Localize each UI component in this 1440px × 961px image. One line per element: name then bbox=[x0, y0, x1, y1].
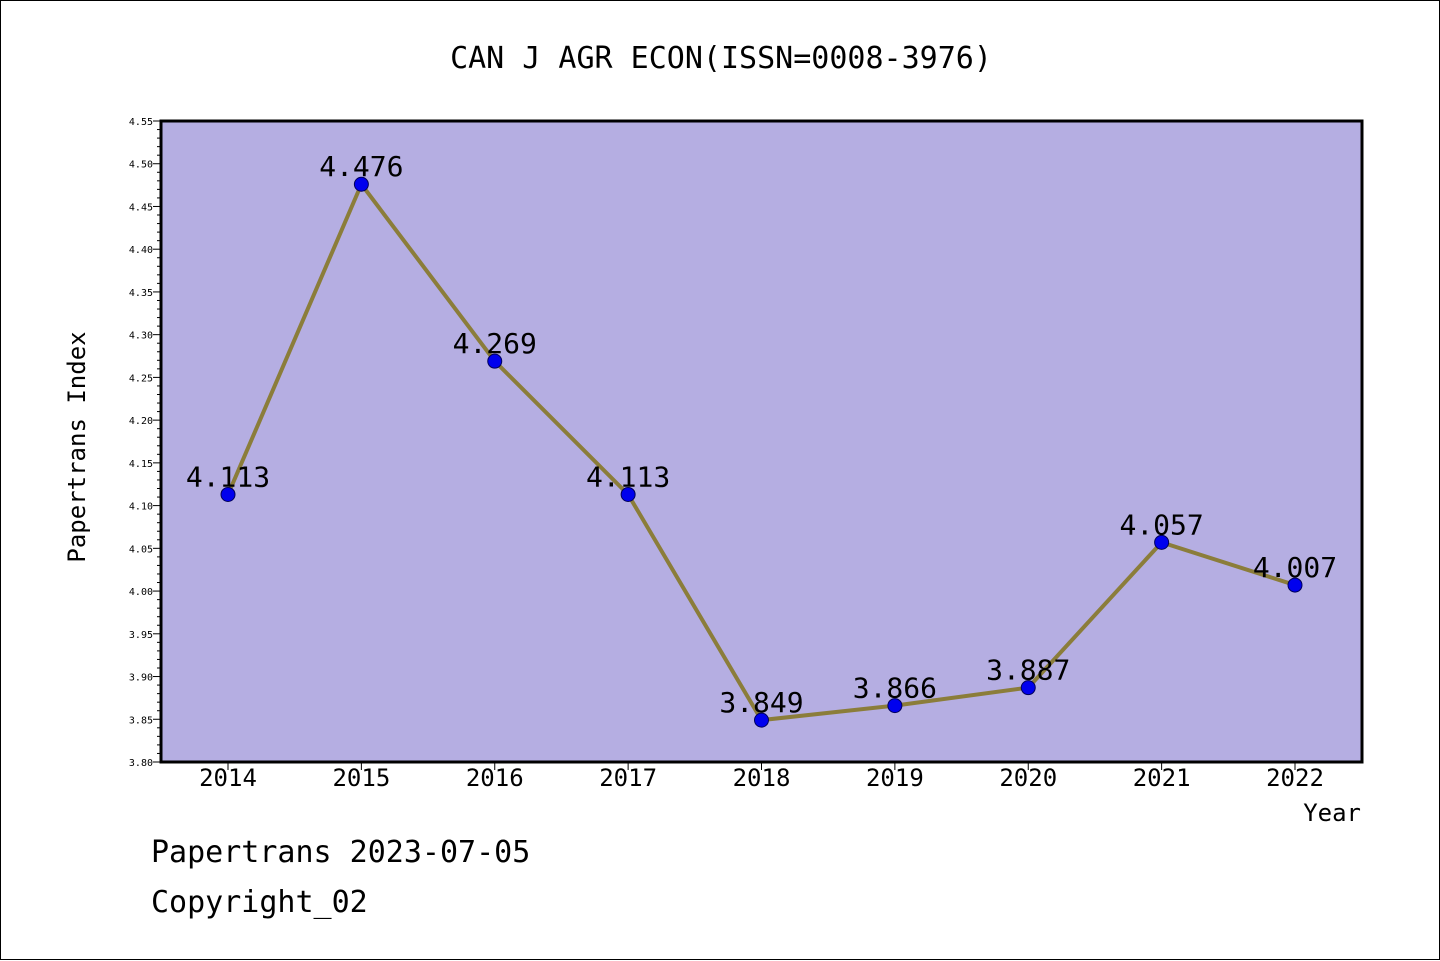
data-label: 4.007 bbox=[1253, 551, 1337, 584]
x-axis: 2014 2015 2016 2017 2018 2019 2020 2021 2022 bbox=[199, 762, 1324, 792]
data-points bbox=[220, 176, 1303, 728]
data-label: 4.476 bbox=[319, 150, 403, 183]
data-point bbox=[220, 486, 236, 502]
y-tick-label: 4.45 bbox=[129, 202, 153, 213]
footer-date: Papertrans 2023-07-05 bbox=[151, 835, 531, 870]
data-point bbox=[620, 486, 636, 502]
y-axis: 3.80 3.85 3.90 3.95 4.00 4.05 4.10 4.15 4.20 4.25… bbox=[129, 117, 161, 769]
y-tick-label: 4.05 bbox=[129, 544, 153, 555]
data-label: 4.113 bbox=[186, 460, 270, 493]
y-tick-label: 4.40 bbox=[129, 245, 153, 256]
plot-frame bbox=[159, 119, 1364, 764]
data-point bbox=[353, 176, 369, 192]
y-tick-label: 4.10 bbox=[129, 502, 153, 513]
data-point bbox=[487, 353, 503, 369]
y-tick-label: 4.00 bbox=[129, 587, 153, 598]
footer-copyright: Copyright_02 bbox=[151, 885, 368, 920]
y-tick-label: 4.30 bbox=[129, 331, 153, 342]
y-tick-label: 3.90 bbox=[129, 673, 153, 684]
y-tick-label: 3.80 bbox=[129, 758, 153, 769]
y-axis-title: Papertrans Index bbox=[63, 331, 91, 562]
data-point bbox=[1287, 577, 1303, 593]
x-tick-label: 2016 bbox=[466, 764, 524, 792]
y-tick-label: 4.20 bbox=[129, 416, 153, 427]
data-label: 3.849 bbox=[719, 686, 803, 719]
chart-title: CAN J AGR ECON(ISSN=0008-3976) bbox=[450, 41, 992, 76]
data-point bbox=[754, 712, 769, 728]
y-tick-label: 4.15 bbox=[129, 459, 153, 470]
data-point bbox=[1154, 534, 1170, 550]
x-axis-title: Year bbox=[1303, 799, 1361, 827]
data-point bbox=[1020, 680, 1036, 696]
data-label: 3.866 bbox=[853, 672, 937, 705]
data-label: 3.887 bbox=[986, 654, 1070, 687]
data-label: 4.057 bbox=[1119, 508, 1203, 541]
x-tick-label: 2019 bbox=[866, 764, 924, 792]
x-tick-label: 2020 bbox=[999, 764, 1057, 792]
y-tick-label: 4.55 bbox=[129, 117, 153, 128]
data-label: 4.269 bbox=[453, 327, 537, 360]
y-tick-label: 4.35 bbox=[129, 288, 153, 299]
y-tick-label: 4.25 bbox=[129, 373, 153, 384]
x-tick-label: 2015 bbox=[332, 764, 390, 792]
y-tick-label: 3.95 bbox=[129, 630, 153, 641]
data-labels: 4.113 4.476 4.269 4.113 3.849 3.866 3.887 4.057… bbox=[186, 150, 1337, 719]
data-point bbox=[887, 698, 903, 714]
x-tick-label: 2017 bbox=[599, 764, 657, 792]
plot-area bbox=[161, 121, 1362, 762]
x-tick-label: 2018 bbox=[733, 764, 791, 792]
x-tick-label: 2021 bbox=[1133, 764, 1191, 792]
y-tick-label: 3.85 bbox=[129, 715, 153, 726]
y-tick-label: 4.50 bbox=[129, 160, 153, 171]
x-tick-label: 2022 bbox=[1266, 764, 1324, 792]
data-label: 4.113 bbox=[586, 460, 670, 493]
x-tick-label: 2014 bbox=[199, 764, 257, 792]
